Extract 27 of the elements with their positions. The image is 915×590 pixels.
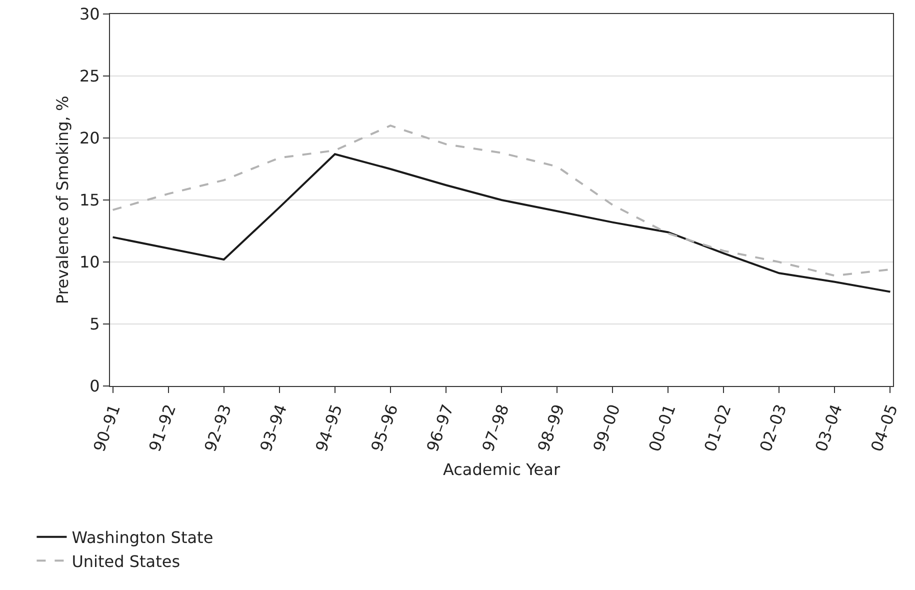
legend-label: United States [72, 552, 180, 571]
x-tick-label: 00–01 [644, 402, 680, 454]
x-tick-label: 97–98 [478, 402, 513, 454]
y-tick-label: 30 [79, 4, 100, 24]
x-tick-label: 92–93 [200, 402, 236, 454]
x-tick-label: 90–91 [90, 402, 124, 454]
x-tick-label: 94–95 [312, 402, 346, 454]
x-tick-label: 93–94 [256, 402, 291, 454]
y-tick-label: 0 [90, 376, 100, 396]
x-tick-label: 99–00 [589, 402, 624, 454]
y-tick-label: 20 [79, 128, 100, 148]
y-axis-title: Prevalence of Smoking, % [53, 96, 72, 304]
x-tick-label: 01–02 [700, 402, 735, 454]
x-tick-label: 03–04 [811, 402, 846, 454]
y-tick-label: 10 [79, 252, 100, 272]
x-tick-label: 98–99 [534, 402, 568, 454]
x-tick-label: 91–92 [145, 402, 180, 454]
x-tick-label: 95–96 [367, 402, 402, 454]
y-tick-label: 25 [79, 66, 100, 86]
y-tick-label: 5 [90, 314, 100, 334]
legend-label: Washington State [72, 528, 214, 548]
x-tick-label: 02–03 [756, 402, 790, 454]
y-tick-label: 15 [79, 190, 100, 210]
x-axis-title: Academic Year [442, 460, 560, 479]
x-tick-label: 96–97 [422, 402, 458, 454]
line-series [112, 153, 892, 293]
x-tick-label: 04–05 [866, 402, 902, 454]
